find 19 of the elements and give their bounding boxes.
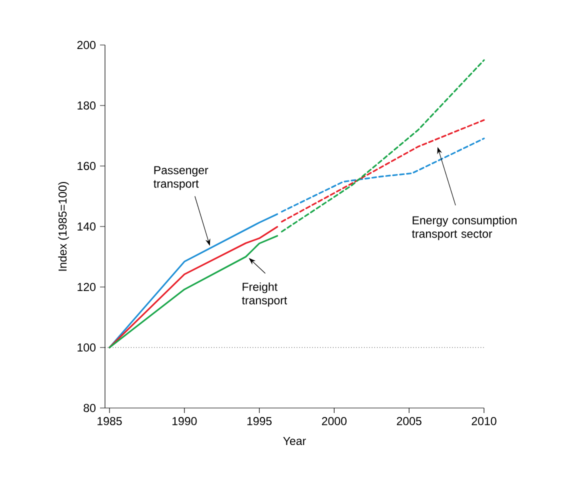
y-tick-label: 180 [78,101,96,110]
series-label: Freight transport [242,282,288,307]
x-tick-label: 2005 [396,417,422,426]
y-tick-label: 160 [78,162,96,170]
x-tick-label: 1990 [172,417,197,426]
x-tick-label: 2010 [472,417,496,426]
annotation: Energy consumption transport sector [412,216,517,240]
text: Passenger transport [154,166,208,190]
y-tick-label: 120 [78,282,96,292]
x-tick-label: 1985 [98,417,122,426]
y-axis-title: Index (1985=100) [58,182,69,271]
y-tick-label: 80 [84,404,96,412]
line-series [280,138,485,212]
y-tick-label: 100 [78,343,96,352]
x-tick-label: 1995 [247,417,272,426]
x-tick-label: 2000 [322,417,347,426]
x-axis-title: Year [283,437,306,446]
y-tick-label: 200 [77,40,96,50]
y-tick-label: 140 [78,222,96,231]
